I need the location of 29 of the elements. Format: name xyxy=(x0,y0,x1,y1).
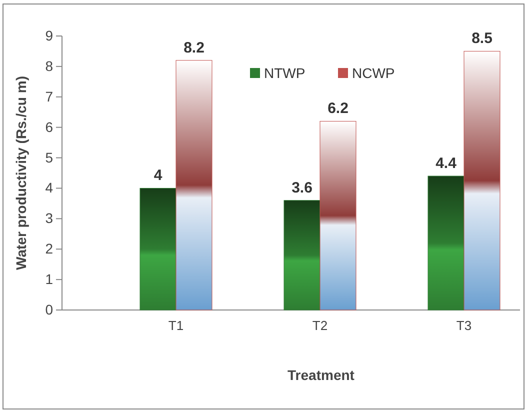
x-tick-label: T3 xyxy=(456,318,472,333)
data-label: 8.5 xyxy=(472,30,492,48)
x-tick-label: T2 xyxy=(312,318,328,333)
bar xyxy=(428,176,464,310)
bar xyxy=(320,120,356,310)
y-tick-label: 5 xyxy=(45,149,54,166)
x-tick-label: T1 xyxy=(168,318,184,333)
legend-label: NTWP xyxy=(264,65,306,81)
y-tick-label: 1 xyxy=(45,271,54,288)
y-tick-label: 2 xyxy=(45,240,54,257)
y-tick-label: 7 xyxy=(45,88,54,104)
bar xyxy=(284,200,320,310)
bar xyxy=(464,50,500,310)
x-axis-title: Treatment xyxy=(288,367,355,383)
y-axis-title: Water productivity (Rs./cu m) xyxy=(13,76,29,270)
y-tick-label: 3 xyxy=(45,210,54,226)
y-tick-label: 0 xyxy=(45,301,54,318)
data-label: 4.4 xyxy=(436,155,458,172)
legend-label: NCWP xyxy=(352,65,395,81)
data-label: 8.2 xyxy=(184,39,204,56)
y-tick-label: 6 xyxy=(45,118,54,135)
data-label: 3.6 xyxy=(292,179,312,196)
bar xyxy=(176,60,212,310)
y-tick-label: 4 xyxy=(45,180,54,196)
y-tick-label: 8 xyxy=(45,58,54,74)
data-label: 4 xyxy=(154,167,163,184)
bar xyxy=(140,188,176,310)
y-tick-label: 9 xyxy=(45,27,54,44)
data-label: 6.2 xyxy=(328,100,348,118)
